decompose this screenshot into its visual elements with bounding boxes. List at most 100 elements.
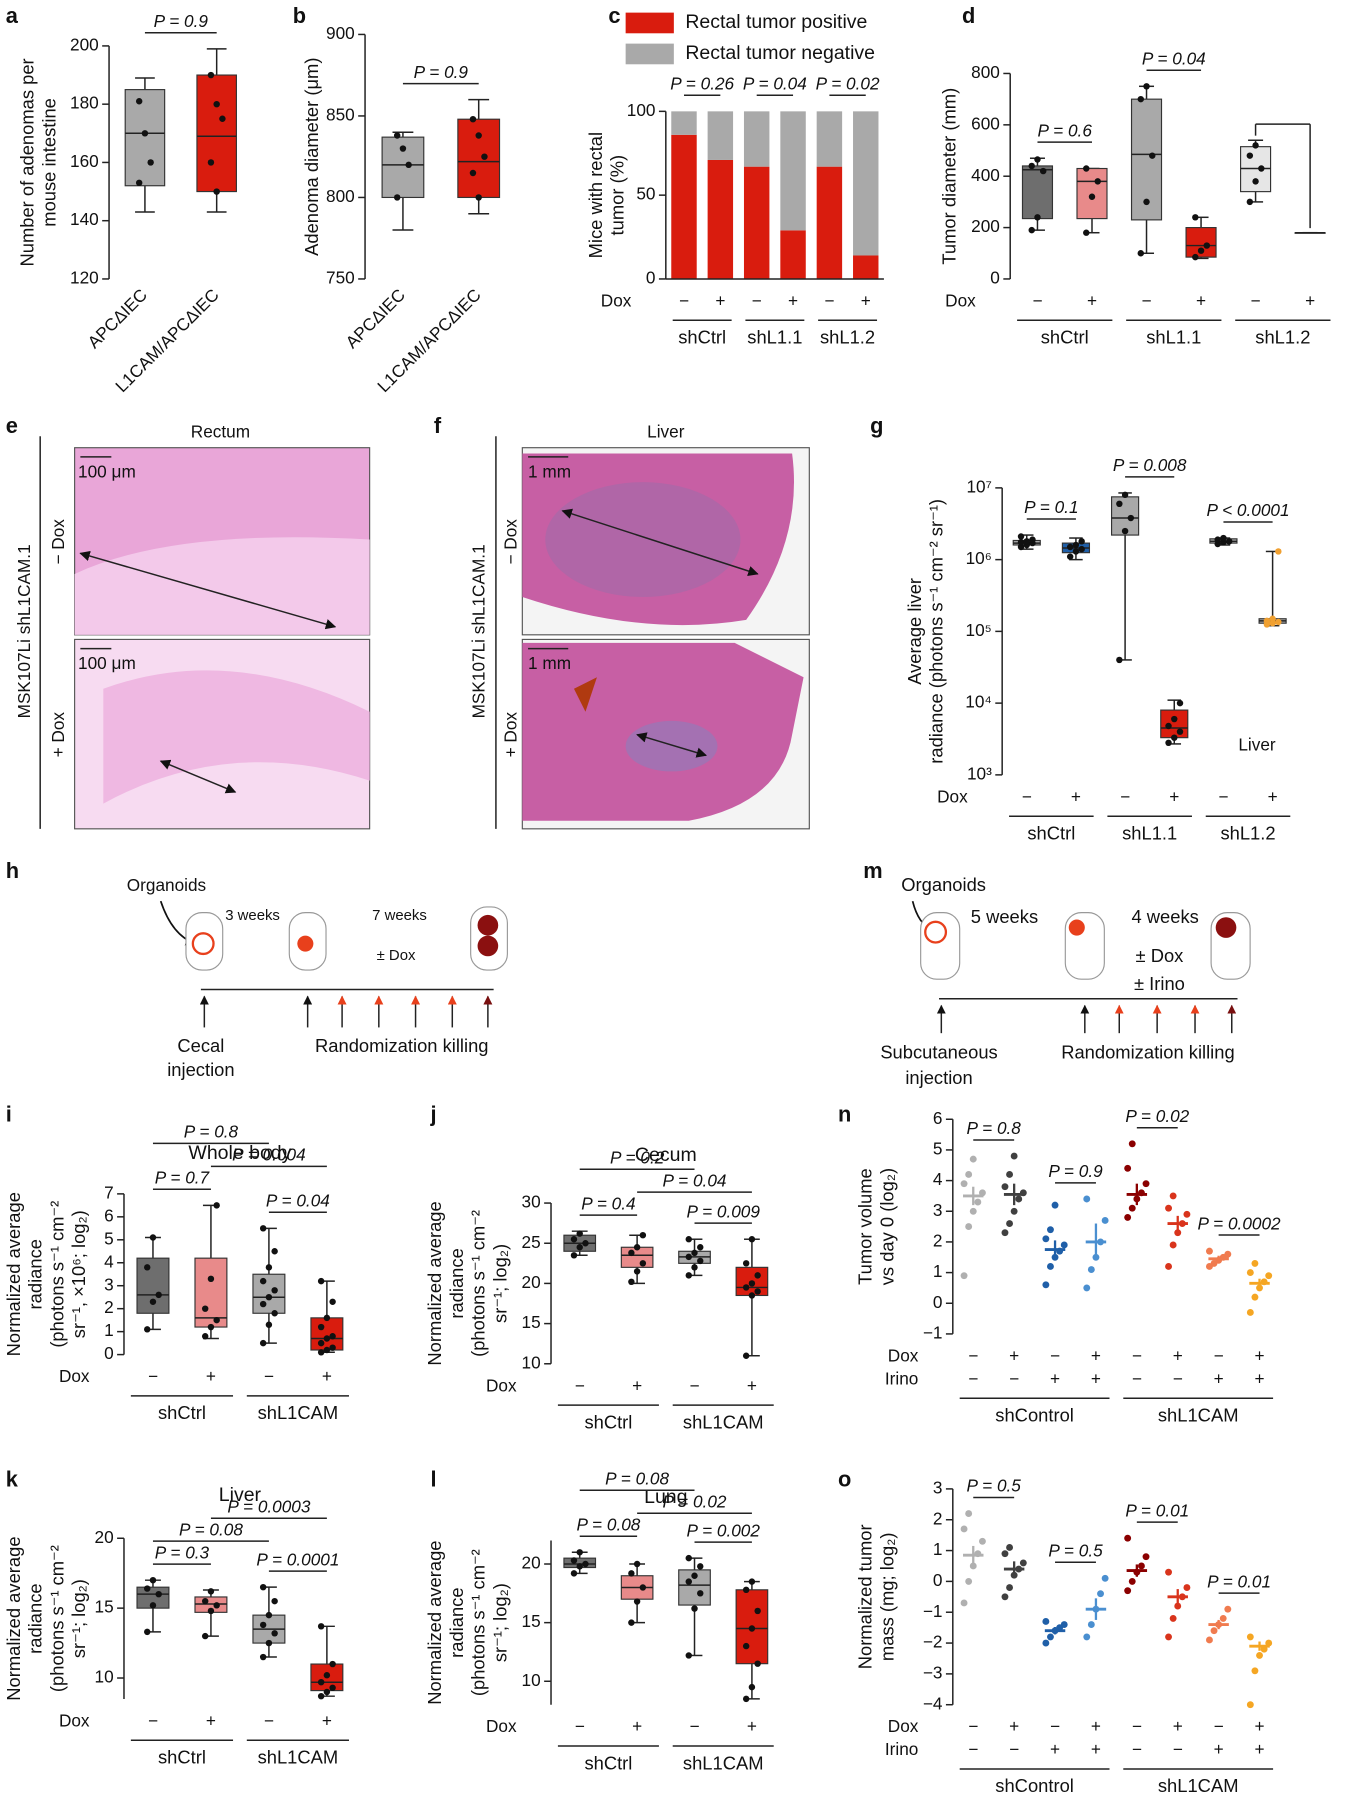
data-point <box>323 1688 331 1696</box>
data-point <box>1017 533 1025 540</box>
data-point <box>1006 1171 1014 1178</box>
bar-segment <box>816 111 843 167</box>
data-point <box>639 1584 647 1591</box>
data-point <box>329 1344 336 1351</box>
p-value: P = 0.1 <box>1024 497 1078 517</box>
data-point <box>1072 548 1080 555</box>
x-tick-label: − <box>1120 786 1130 806</box>
data-point <box>1010 1207 1018 1215</box>
data-point <box>1169 1614 1177 1622</box>
bar-segment <box>707 111 734 160</box>
data-point <box>965 1510 973 1518</box>
data-point <box>1001 1593 1009 1601</box>
data-point <box>201 1597 209 1605</box>
x-tick-label: + <box>1173 1345 1183 1365</box>
data-point <box>685 1578 692 1585</box>
x-tick-label: − <box>148 1710 158 1730</box>
data-point <box>259 1277 267 1285</box>
x-tick-label: + <box>1091 1739 1101 1759</box>
y-tick-label: −1 <box>923 1601 943 1621</box>
data-point <box>1165 739 1172 747</box>
data-point <box>1087 1621 1095 1629</box>
data-point <box>1116 500 1123 508</box>
data-point <box>754 1272 761 1279</box>
end-label: Randomization killing <box>1061 1042 1234 1063</box>
data-point <box>754 1660 761 1667</box>
row-label: Dox <box>59 1710 90 1730</box>
y-tick-label: −3 <box>923 1662 943 1682</box>
y-tick-label: 200 <box>70 34 99 54</box>
data-point <box>960 1180 968 1188</box>
row-label: Dox <box>945 290 976 310</box>
data-point <box>1083 1195 1091 1203</box>
data-point <box>1001 1550 1009 1558</box>
condition-label: + Dox <box>48 712 68 758</box>
group-label: shCtrl <box>584 1411 632 1432</box>
data-point <box>1124 1164 1132 1172</box>
x-tick-label: + <box>206 1710 216 1730</box>
data-point <box>1203 242 1211 249</box>
x-tick-label: + <box>1091 1345 1101 1365</box>
data-point <box>265 1321 273 1328</box>
y-axis-label: (photons s⁻¹ cm⁻² <box>46 1201 67 1348</box>
data-point <box>1124 1213 1132 1221</box>
duration: 7 weeks <box>372 907 427 924</box>
y-tick-label: 5 <box>104 1228 114 1248</box>
data-point <box>1083 229 1090 236</box>
schematic-h: h Organoids 3 weeks 7 weeks ± Dox Cecal … <box>6 858 508 1080</box>
y-axis-label: (photons s⁻¹ cm⁻² <box>46 1545 67 1692</box>
p-value: P = 0.5 <box>1048 1540 1103 1560</box>
data-point <box>754 1288 761 1295</box>
data-point <box>1047 1263 1054 1270</box>
panel-label: j <box>429 1102 436 1127</box>
y-tick-label: 800 <box>971 62 1000 82</box>
data-point <box>576 1230 583 1237</box>
data-point <box>969 1562 977 1570</box>
data-point <box>965 1223 973 1231</box>
x-tick-label: + <box>1255 1345 1265 1365</box>
panel-e: e MSK107Li shL1CAM.1 Rectum 100 μm 100 μ… <box>6 413 371 830</box>
data-point <box>323 1346 331 1354</box>
data-point <box>135 98 143 105</box>
y-axis-label: Normalized average <box>3 1536 24 1700</box>
data-point <box>576 1244 583 1251</box>
group-label: shL1CAM <box>683 1411 764 1432</box>
x-tick-label: − <box>824 290 834 310</box>
y-axis-label: Mice with rectal <box>585 132 606 259</box>
x-tick-label: + <box>788 290 798 310</box>
data-point <box>1078 545 1085 553</box>
data-point <box>582 1240 589 1247</box>
y-tick-label: 30 <box>522 1192 541 1212</box>
y-tick-label: 1 <box>933 1539 943 1559</box>
data-point <box>144 1585 151 1592</box>
data-point <box>1171 734 1178 741</box>
duration: 4 weeks <box>1131 906 1198 927</box>
data-point <box>1219 1614 1227 1622</box>
data-point <box>323 1314 331 1322</box>
data-point <box>1066 553 1074 560</box>
data-point <box>259 1339 267 1347</box>
data-point <box>748 1292 756 1299</box>
data-point <box>1034 156 1041 163</box>
measure-arrow <box>636 732 707 758</box>
scale-label: 100 μm <box>78 653 136 673</box>
data-point <box>323 1672 331 1679</box>
data-point <box>748 1683 756 1691</box>
data-point <box>1143 83 1150 90</box>
data-point <box>1101 1217 1109 1224</box>
treatment: ± Dox <box>1136 945 1184 966</box>
bar-segment <box>671 111 697 135</box>
group-label: shL1CAM <box>258 1402 339 1423</box>
data-point <box>1252 142 1259 149</box>
data-point <box>207 1275 215 1283</box>
data-point <box>1251 1293 1259 1301</box>
data-point <box>271 1310 278 1317</box>
p-value: P = 0.08 <box>179 1519 243 1539</box>
data-point <box>697 1563 704 1570</box>
row-label: Dox <box>601 290 632 310</box>
data-point <box>639 1260 647 1267</box>
y-tick-label: 900 <box>326 23 355 43</box>
p-value: P = 0.0003 <box>227 1496 310 1516</box>
x-tick-label: + <box>1214 1739 1224 1759</box>
row-label: Dox <box>486 1716 517 1736</box>
